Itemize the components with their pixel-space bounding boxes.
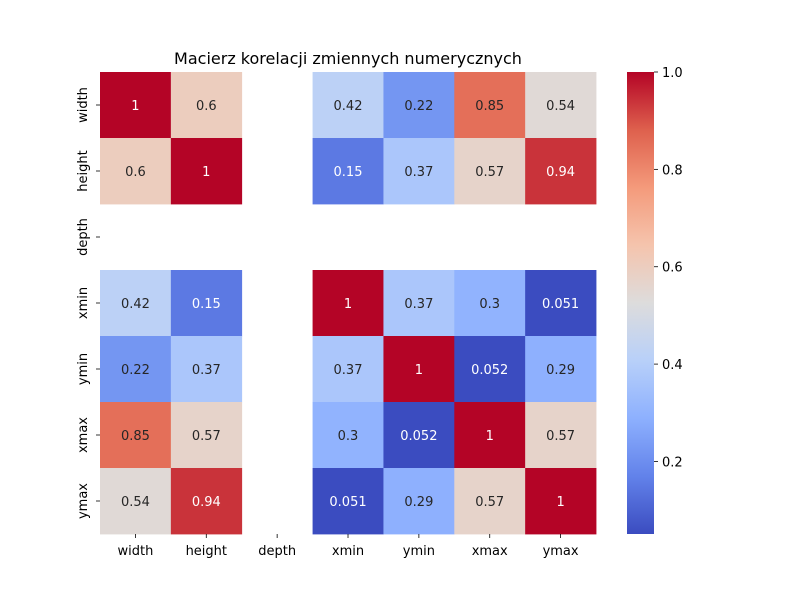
heatmap-cell-width-ymin (383, 72, 455, 139)
heatmap-cell-label: 1 (415, 363, 423, 378)
heatmap-cells (100, 72, 597, 535)
heatmap-cell-label: 0.42 (334, 99, 363, 114)
heatmap-cell-ymin-xmax (454, 336, 526, 403)
heatmap-cell-label: 0.57 (192, 429, 221, 444)
heatmap-cell-width-width (100, 72, 172, 139)
colorbar-tick-label: 0.8 (662, 163, 683, 178)
heatmap-cell-label: 0.29 (404, 495, 433, 510)
colorbar-tick-label: 0.2 (662, 455, 683, 470)
colorbar: 0.2 0.4 0.6 0.8 1.0 (627, 66, 683, 534)
heatmap-cell-xmax-xmax (454, 402, 526, 469)
heatmap-cell-label: 0.57 (475, 495, 504, 510)
heatmap-cell-width-height (170, 72, 243, 139)
heatmap-cell-label: 0.85 (475, 99, 504, 114)
heatmap-cell-label: 0.15 (334, 165, 363, 180)
heatmap-cell-label: 1 (344, 297, 352, 312)
heatmap-cell-xmax-width (100, 402, 172, 469)
heatmap-cell-label: 0.051 (329, 495, 366, 510)
heatmap-cell-label: 0.54 (546, 99, 575, 114)
heatmap-cell-label: 0.29 (546, 363, 575, 378)
heatmap-cell-label: 0.3 (338, 429, 359, 444)
x-tick-label: ymin (403, 544, 435, 559)
heatmap-cell-label: 0.94 (192, 495, 221, 510)
heatmap-cell-label: 0.3 (479, 297, 500, 312)
heatmap-cell-label: 0.57 (546, 429, 575, 444)
heatmap-cell-xmin-ymin (383, 270, 455, 337)
heatmap-cell-label: 0.37 (404, 165, 433, 180)
heatmap-cell-ymax-ymax (525, 468, 597, 535)
heatmap-cell-label: 0.42 (121, 297, 150, 312)
heatmap-cell-xmin-width (100, 270, 172, 337)
heatmap-cell-label: 0.052 (471, 363, 508, 378)
heatmap-cell-label: 0.37 (404, 297, 433, 312)
y-tick-label: xmax (76, 417, 91, 453)
heatmap-cell-height-ymin (383, 138, 455, 205)
heatmap-cell-width-ymax (525, 72, 597, 139)
heatmap-cell-label: 0.22 (121, 363, 150, 378)
y-tick-label: height (76, 150, 91, 191)
heatmap-cell-ymin-ymin (383, 336, 455, 403)
x-tick-label: xmax (472, 544, 508, 559)
x-tick-label: xmin (332, 544, 364, 559)
heatmap-cell-ymax-xmax (454, 468, 526, 535)
heatmap-cell-ymin-height (170, 336, 243, 403)
heatmap-cell-ymax-width (100, 468, 172, 535)
x-tick-label: width (118, 544, 154, 559)
heatmap-cell-label: 0.37 (192, 363, 221, 378)
heatmap-cell-height-ymax (525, 138, 597, 205)
heatmap-cell-label: 1 (202, 165, 210, 180)
heatmap-cell-width-xmin (312, 72, 384, 139)
colorbar-tick-label: 0.4 (662, 358, 683, 373)
heatmap-cell-label: 0.37 (334, 363, 363, 378)
heatmap-cell-ymax-xmin (312, 468, 384, 535)
heatmap-cell-label: 0.54 (121, 495, 150, 510)
colorbar-gradient (627, 72, 654, 534)
y-tick-label: ymax (76, 483, 91, 519)
heatmap-cell-label: 0.94 (546, 165, 575, 180)
chart-title: Macierz korelacji zmiennych numerycznych (174, 49, 522, 68)
y-tick-label: xmin (76, 287, 91, 319)
heatmap-cell-label: 0.57 (475, 165, 504, 180)
y-tick-label: ymin (76, 353, 91, 385)
heatmap-cell-xmin-ymax (525, 270, 597, 337)
heatmap-cell-ymax-ymin (383, 468, 455, 535)
heatmap-cell-xmax-ymax (525, 402, 597, 469)
heatmap-cell-height-width (100, 138, 172, 205)
heatmap-cell-xmax-ymin (383, 402, 455, 469)
heatmap-cell-xmax-height (170, 402, 243, 469)
x-tick-label: depth (258, 544, 296, 559)
heatmap-axes: width height depth xmin ymin xmax ymax width hei… (76, 87, 579, 559)
heatmap-cell-label: 0.85 (121, 429, 150, 444)
colorbar-tick-label: 1.0 (662, 66, 683, 81)
heatmap-cell-ymax-height (170, 468, 243, 535)
heatmap-cell-label: 1 (486, 429, 494, 444)
heatmap-cell-label: 1 (556, 495, 564, 510)
x-tick-label: height (186, 544, 227, 559)
heatmap-cell-label: 0.6 (196, 99, 217, 114)
heatmap-cell-xmax-xmin (312, 402, 384, 469)
heatmap-cell-ymin-ymax (525, 336, 597, 403)
heatmap-cell-height-xmin (312, 138, 384, 205)
heatmap-cell-label: 0.051 (542, 297, 579, 312)
heatmap-cell-xmin-xmax (454, 270, 526, 337)
heatmap-cell-height-height (170, 138, 243, 205)
y-tick-label: depth (76, 218, 91, 256)
heatmap-cell-height-xmax (454, 138, 526, 205)
heatmap-cell-xmin-height (170, 270, 243, 337)
heatmap-cell-labels: 1 0.6 0.42 0.22 0.85 0.54 0.6 1 0.15 0.37 0.57 0.94… (121, 99, 579, 510)
heatmap-cell-width-xmax (454, 72, 526, 139)
y-tick-label: width (76, 87, 91, 123)
heatmap-cell-ymin-width (100, 336, 172, 403)
heatmap-cell-label: 1 (131, 99, 139, 114)
heatmap-cell-label: 0.6 (125, 165, 146, 180)
heatmap-cell-label: 0.22 (404, 99, 433, 114)
colorbar-tick-label: 0.6 (662, 261, 683, 276)
heatmap-cell-xmin-xmin (312, 270, 384, 337)
heatmap-cell-label: 0.15 (192, 297, 221, 312)
heatmap-cell-ymin-xmin (312, 336, 384, 403)
heatmap-cell-label: 0.052 (400, 429, 437, 444)
x-tick-label: ymax (543, 544, 579, 559)
